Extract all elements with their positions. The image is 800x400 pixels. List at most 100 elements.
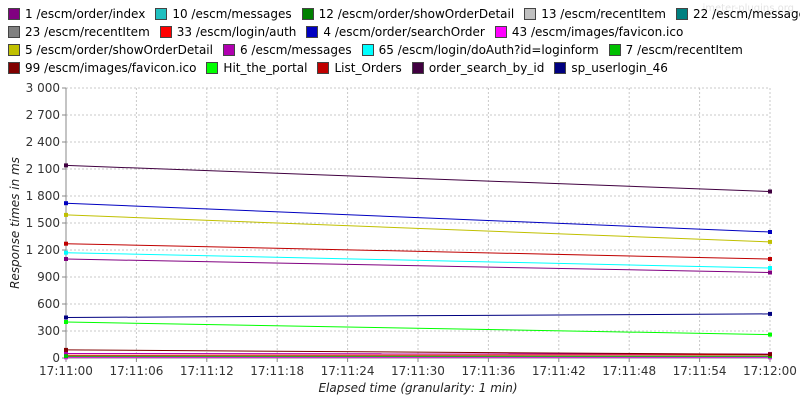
- series-point: [768, 352, 772, 357]
- legend-swatch: [608, 44, 621, 56]
- legend-swatch: [301, 8, 314, 20]
- legend-item: order_search_by_id: [411, 60, 545, 76]
- series-point: [64, 212, 68, 217]
- series-point: [768, 332, 772, 337]
- series-point: [768, 239, 772, 244]
- legend-label: 7 /escm/recentItem: [625, 43, 743, 57]
- legend-label: 13 /escm/recentItem: [541, 7, 666, 21]
- legend-item: 7 /escm/recentItem: [608, 42, 743, 58]
- series-line: [65, 349, 771, 355]
- legend-label: 4 /escm/order/searchOrder: [323, 25, 485, 39]
- x-tick-label: 17:11:42: [532, 364, 586, 378]
- legend-label: 1 /escm/order/index: [25, 7, 146, 21]
- x-tick-label: 17:11:48: [602, 364, 656, 378]
- legend-item: 22 /escm/messages: [675, 6, 800, 22]
- series-point: [64, 320, 68, 324]
- series-point: [768, 230, 772, 234]
- y-tick-label: 300: [37, 324, 60, 338]
- legend-swatch: [675, 8, 688, 20]
- legend-item: 99 /escm/images/favicon.ico: [8, 60, 196, 76]
- series-point: [64, 250, 68, 255]
- legend-label: sp_userlogin_46: [571, 61, 668, 75]
- x-tick-label: 17:11:18: [250, 364, 304, 378]
- legend-item: sp_userlogin_46: [554, 60, 668, 76]
- series-point: [768, 257, 772, 261]
- series-point: [64, 315, 68, 320]
- series-line: [65, 214, 771, 243]
- legend-item: 5 /escm/order/showOrderDetail: [8, 42, 213, 58]
- legend-swatch: [361, 44, 374, 56]
- legend-item: 12 /escm/order/showOrderDetail: [301, 6, 515, 22]
- legend-label: List_Orders: [334, 61, 402, 75]
- series-point: [768, 266, 772, 270]
- series-point: [768, 189, 772, 194]
- legend-label: 12 /escm/order/showOrderDetail: [318, 7, 515, 21]
- series-point: [768, 311, 772, 316]
- legend-swatch: [411, 62, 424, 74]
- legend-item: List_Orders: [317, 60, 402, 76]
- legend-swatch: [8, 62, 20, 74]
- y-tick-label: 1 800: [26, 189, 60, 203]
- series-line: [65, 321, 771, 336]
- x-axis-title: Elapsed time (granularity: 1 min): [318, 381, 517, 395]
- legend-label: 10 /escm/messages: [172, 7, 292, 21]
- y-tick-label: 2 700: [26, 108, 60, 122]
- y-tick-label: 1 200: [26, 243, 60, 257]
- legend-item: 13 /escm/recentItem: [524, 6, 666, 22]
- legend-label: 22 /escm/messages: [692, 7, 800, 21]
- legend-swatch: [554, 62, 567, 74]
- legend-label: 5 /escm/order/showOrderDetail: [25, 43, 213, 57]
- legend-swatch: [306, 26, 319, 38]
- series-point: [64, 351, 68, 356]
- legend-swatch: [317, 62, 330, 74]
- legend-item: 23 /escm/recentItem: [8, 24, 150, 40]
- series-line: [65, 258, 771, 273]
- legend-swatch: [159, 26, 172, 38]
- series-point: [64, 241, 68, 246]
- legend-label: 99 /escm/images/favicon.ico: [25, 61, 197, 75]
- legend-item: 6 /escm/messages: [222, 42, 352, 58]
- series-point: [64, 347, 68, 352]
- legend-label: 65 /escm/login/doAuth?id=loginform: [378, 43, 599, 57]
- legend-swatch: [8, 44, 20, 56]
- legend-label: 6 /escm/messages: [239, 43, 352, 57]
- legend-item: 33 /escm/login/auth: [159, 24, 297, 40]
- series-line: [65, 164, 771, 192]
- legend-swatch: [8, 8, 20, 20]
- y-tick-label: 3 000: [26, 81, 60, 95]
- series-point: [64, 354, 68, 359]
- y-tick-label: 2 100: [26, 162, 60, 176]
- y-axis-title: Response times in ms: [8, 157, 22, 289]
- series-point: [64, 257, 68, 261]
- legend-item: 43 /escm/images/favicon.ico: [494, 24, 684, 40]
- legend-swatch: [8, 26, 20, 38]
- series-point: [768, 270, 772, 275]
- x-tick-label: 17:11:12: [180, 364, 234, 378]
- series-point: [64, 163, 68, 168]
- legend-item: 1 /escm/order/index: [8, 6, 145, 22]
- legend-item: 65 /escm/login/doAuth?id=loginform: [361, 42, 599, 58]
- legend-item: 10 /escm/messages: [155, 6, 292, 22]
- y-tick-label: 2 400: [26, 135, 60, 149]
- watermark: jmeter-plugins.org: [702, 3, 794, 14]
- y-tick-label: 1 500: [26, 216, 60, 230]
- series-line: [65, 252, 771, 269]
- x-tick-label: 17:11:54: [673, 364, 727, 378]
- y-tick-label: 0: [52, 351, 60, 365]
- y-tick-label: 900: [37, 270, 60, 284]
- legend-swatch: [222, 44, 235, 56]
- legend-swatch: [206, 62, 219, 74]
- legend-label: Hit_the_portal: [223, 61, 308, 75]
- x-tick-label: 17:12:00: [743, 364, 797, 378]
- legend-label: 33 /escm/login/auth: [176, 25, 297, 39]
- legend-swatch: [494, 26, 507, 38]
- series-line: [65, 243, 771, 260]
- legend-item: 4 /escm/order/searchOrder: [306, 24, 485, 40]
- legend-label: 43 /escm/images/favicon.ico: [511, 25, 684, 39]
- x-tick-label: 17:11:00: [39, 364, 93, 378]
- legend-label: order_search_by_id: [428, 61, 545, 75]
- x-tick-label: 17:11:24: [321, 364, 375, 378]
- legend-swatch: [155, 8, 168, 20]
- legend-swatch: [524, 8, 537, 20]
